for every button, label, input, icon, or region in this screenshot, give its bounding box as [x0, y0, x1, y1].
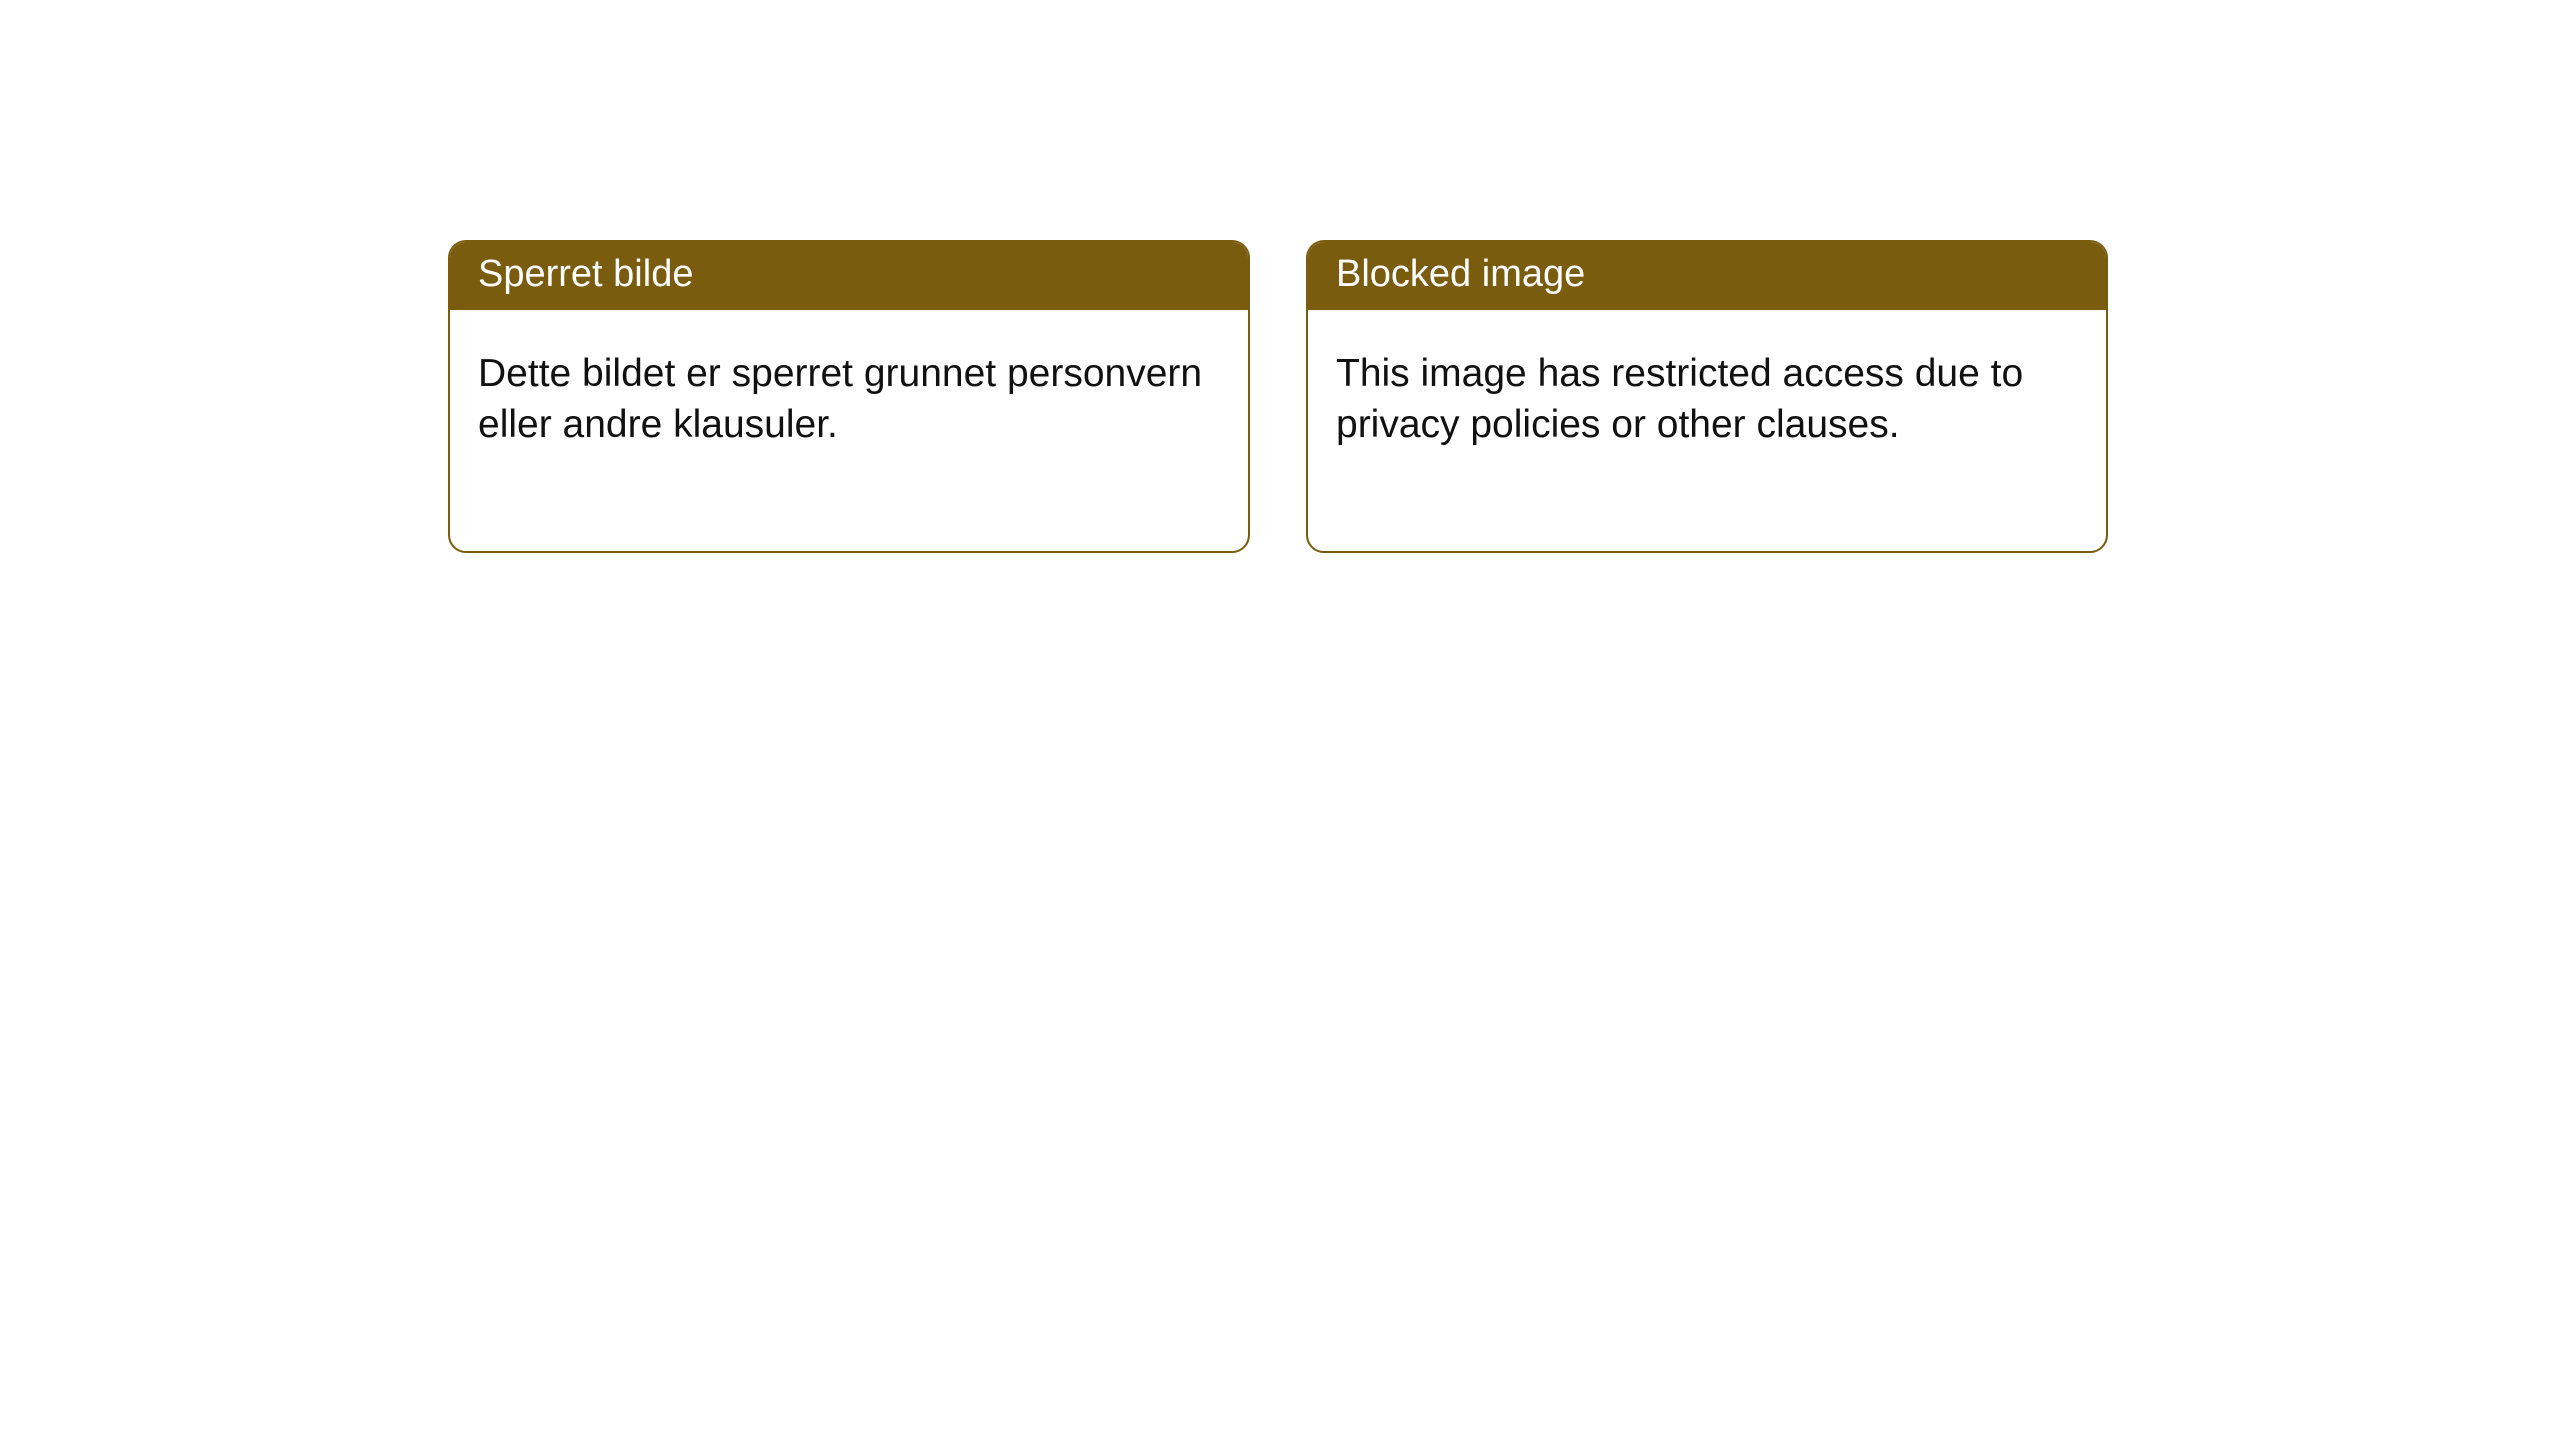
- notice-card-norwegian: Sperret bilde Dette bildet er sperret gr…: [448, 240, 1250, 553]
- notice-title-norwegian: Sperret bilde: [450, 242, 1248, 310]
- notice-card-english: Blocked image This image has restricted …: [1306, 240, 2108, 553]
- notice-container: Sperret bilde Dette bildet er sperret gr…: [0, 0, 2560, 553]
- notice-body-norwegian: Dette bildet er sperret grunnet personve…: [450, 310, 1248, 551]
- notice-body-english: This image has restricted access due to …: [1308, 310, 2106, 551]
- notice-title-english: Blocked image: [1308, 242, 2106, 310]
